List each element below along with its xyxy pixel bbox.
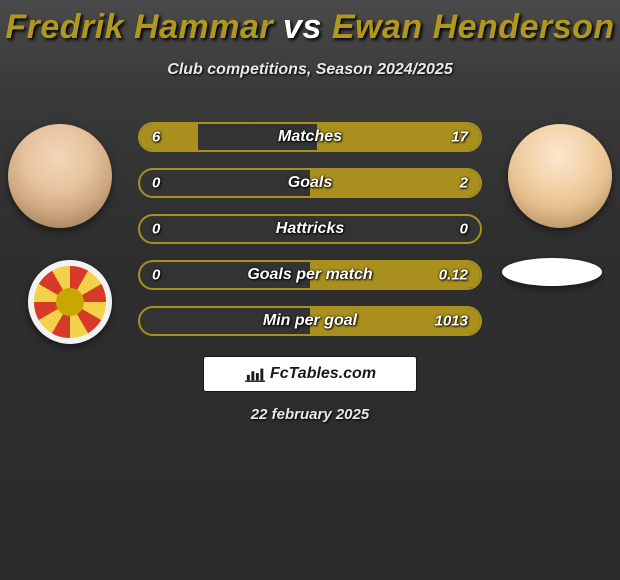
- stat-label: Hattricks: [276, 220, 344, 238]
- stat-label: Min per goal: [263, 312, 357, 330]
- stat-value-right: 17: [451, 129, 468, 146]
- stat-value-right: 0: [460, 221, 468, 238]
- stat-label: Goals per match: [247, 266, 372, 284]
- stat-bar: 0 Goals 2: [138, 168, 482, 198]
- stat-bar: 6 Matches 17: [138, 122, 482, 152]
- stat-bar-fill-left: [140, 124, 198, 150]
- player2-avatar: [508, 124, 612, 228]
- source-label: FcTables.com: [270, 365, 376, 383]
- source-badge: FcTables.com: [203, 356, 417, 392]
- subtitle: Club competitions, Season 2024/2025: [0, 61, 620, 79]
- page-title: Fredrik Hammar vs Ewan Henderson: [0, 0, 620, 47]
- stat-bar-fill-right: [310, 170, 480, 196]
- stat-label: Matches: [278, 128, 342, 146]
- title-player2: Ewan Henderson: [332, 8, 615, 46]
- player2-club-crest: [502, 258, 602, 286]
- stat-bar: Min per goal 1013: [138, 306, 482, 336]
- player1-club-crest: [28, 260, 112, 344]
- comparison-bars: 6 Matches 17 0 Goals 2 0 Hattricks 0 0 Goals per m…: [138, 122, 482, 352]
- stat-value-right: 0.12: [439, 267, 468, 284]
- stat-bar: 0 Hattricks 0: [138, 214, 482, 244]
- date-label: 22 february 2025: [251, 406, 369, 423]
- stat-label: Goals: [288, 174, 332, 192]
- title-vs: vs: [283, 8, 322, 46]
- chart-icon: [244, 365, 266, 383]
- player1-avatar: [8, 124, 112, 228]
- stat-value-right: 1013: [435, 313, 468, 330]
- stat-value-right: 2: [460, 175, 468, 192]
- stat-value-left: 6: [152, 129, 160, 146]
- stat-value-left: 0: [152, 221, 160, 238]
- title-player1: Fredrik Hammar: [5, 8, 273, 46]
- stat-bar: 0 Goals per match 0.12: [138, 260, 482, 290]
- stat-value-left: 0: [152, 267, 160, 284]
- stat-value-left: 0: [152, 175, 160, 192]
